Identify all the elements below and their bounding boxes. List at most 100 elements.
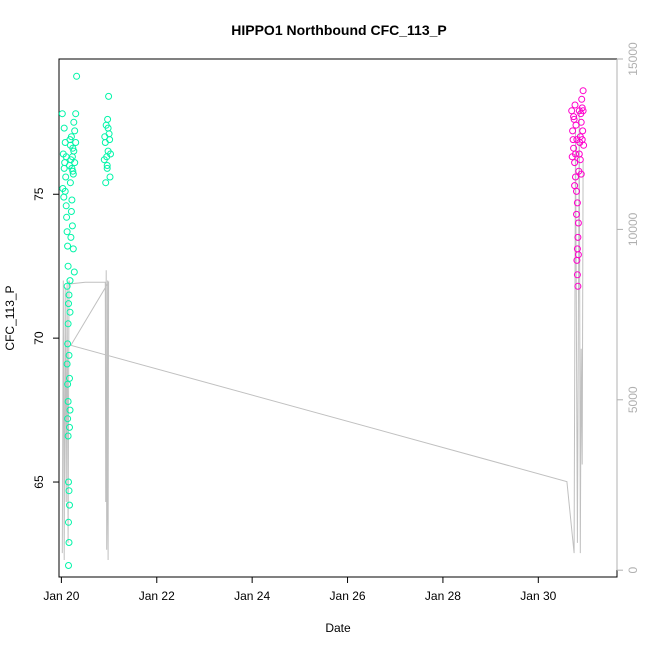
data-point bbox=[573, 210, 580, 218]
data-point bbox=[63, 282, 71, 290]
data-point bbox=[66, 423, 73, 431]
data-point bbox=[66, 308, 74, 316]
data-point bbox=[101, 139, 109, 146]
data-point bbox=[104, 124, 112, 132]
data-point bbox=[574, 219, 582, 227]
data-point bbox=[63, 228, 71, 236]
data-point bbox=[60, 193, 68, 201]
data-point bbox=[105, 130, 113, 138]
altitude-series-line bbox=[61, 110, 584, 561]
data-point bbox=[578, 136, 586, 144]
data-point bbox=[65, 478, 72, 486]
data-point bbox=[72, 110, 80, 118]
y-tick-label: 65 bbox=[32, 475, 46, 489]
data-point bbox=[68, 222, 76, 230]
data-point bbox=[65, 539, 73, 546]
data-point bbox=[64, 242, 72, 250]
data-point bbox=[66, 374, 73, 382]
data-point bbox=[571, 159, 579, 167]
data-point bbox=[63, 213, 71, 221]
data-point bbox=[69, 167, 77, 175]
data-point bbox=[579, 87, 587, 95]
data-point bbox=[569, 136, 577, 144]
data-point bbox=[60, 124, 68, 132]
data-point bbox=[67, 233, 75, 241]
data-point bbox=[73, 72, 81, 80]
data-point bbox=[64, 262, 72, 270]
data-point bbox=[65, 351, 73, 359]
data-point bbox=[68, 196, 76, 204]
data-point bbox=[72, 139, 80, 146]
x-tick-label: Jan 24 bbox=[234, 589, 270, 603]
data-point bbox=[65, 300, 72, 308]
x-axis-label: Date bbox=[325, 621, 351, 635]
y2-tick-label: 15000 bbox=[626, 42, 640, 76]
data-point bbox=[71, 159, 79, 167]
data-point bbox=[61, 187, 69, 195]
data-point bbox=[573, 136, 581, 144]
x-tick-label: Jan 30 bbox=[520, 589, 556, 603]
plot-layer bbox=[58, 72, 588, 569]
y-tick-label: 70 bbox=[32, 331, 46, 345]
x-tick-label: Jan 28 bbox=[425, 589, 461, 603]
data-point bbox=[65, 562, 72, 569]
data-point bbox=[578, 95, 586, 103]
data-point bbox=[573, 199, 581, 207]
data-point bbox=[68, 153, 76, 161]
data-point bbox=[105, 92, 113, 100]
data-point bbox=[571, 182, 579, 190]
data-point bbox=[574, 282, 582, 290]
data-point bbox=[102, 179, 110, 187]
data-point bbox=[570, 113, 578, 121]
data-point bbox=[574, 233, 582, 241]
data-point bbox=[65, 518, 72, 526]
data-point bbox=[58, 110, 66, 118]
data-point bbox=[101, 133, 109, 141]
y-axis-label: CFC_113_P bbox=[3, 285, 17, 350]
data-point bbox=[69, 245, 77, 253]
data-point bbox=[64, 320, 72, 328]
data-point bbox=[64, 340, 72, 348]
y2-tick-label: 0 bbox=[626, 567, 640, 574]
data-point bbox=[577, 118, 585, 126]
data-point bbox=[103, 162, 111, 169]
data-point bbox=[70, 268, 78, 276]
data-point bbox=[576, 156, 584, 164]
data-point bbox=[66, 406, 74, 414]
data-point bbox=[572, 150, 579, 158]
data-point bbox=[64, 398, 72, 405]
data-point bbox=[66, 179, 74, 187]
data-point bbox=[66, 501, 73, 509]
data-point bbox=[64, 432, 72, 440]
data-point bbox=[568, 107, 576, 115]
data-point bbox=[67, 208, 75, 215]
data-point bbox=[569, 127, 577, 135]
data-point bbox=[65, 291, 73, 299]
data-point bbox=[66, 141, 74, 149]
data-point bbox=[65, 487, 73, 495]
data-point bbox=[69, 170, 77, 178]
chart-title: HIPPO1 Northbound CFC_113_P bbox=[231, 22, 446, 38]
data-point bbox=[575, 107, 583, 115]
data-point bbox=[577, 170, 585, 178]
data-point bbox=[64, 415, 72, 423]
data-point bbox=[107, 150, 114, 158]
data-point bbox=[66, 162, 73, 169]
y2-tick-label: 5000 bbox=[626, 386, 640, 413]
data-point bbox=[70, 118, 78, 126]
data-point bbox=[63, 360, 71, 368]
data-point bbox=[579, 127, 587, 135]
data-point bbox=[71, 127, 79, 135]
y2-tick-label: 10000 bbox=[626, 212, 640, 246]
data-point bbox=[62, 202, 70, 210]
axis-layer: Jan 20 Jan 22 Jan 24 Jan 26 Jan 28 Jan 30 65 70… bbox=[32, 42, 640, 603]
plot-frame bbox=[58, 58, 618, 578]
data-point bbox=[573, 271, 581, 279]
data-point bbox=[103, 164, 111, 172]
data-point bbox=[104, 115, 112, 123]
y-tick-label: 75 bbox=[32, 187, 46, 201]
data-point bbox=[67, 133, 75, 141]
data-point bbox=[572, 173, 579, 181]
data-point bbox=[106, 173, 114, 181]
